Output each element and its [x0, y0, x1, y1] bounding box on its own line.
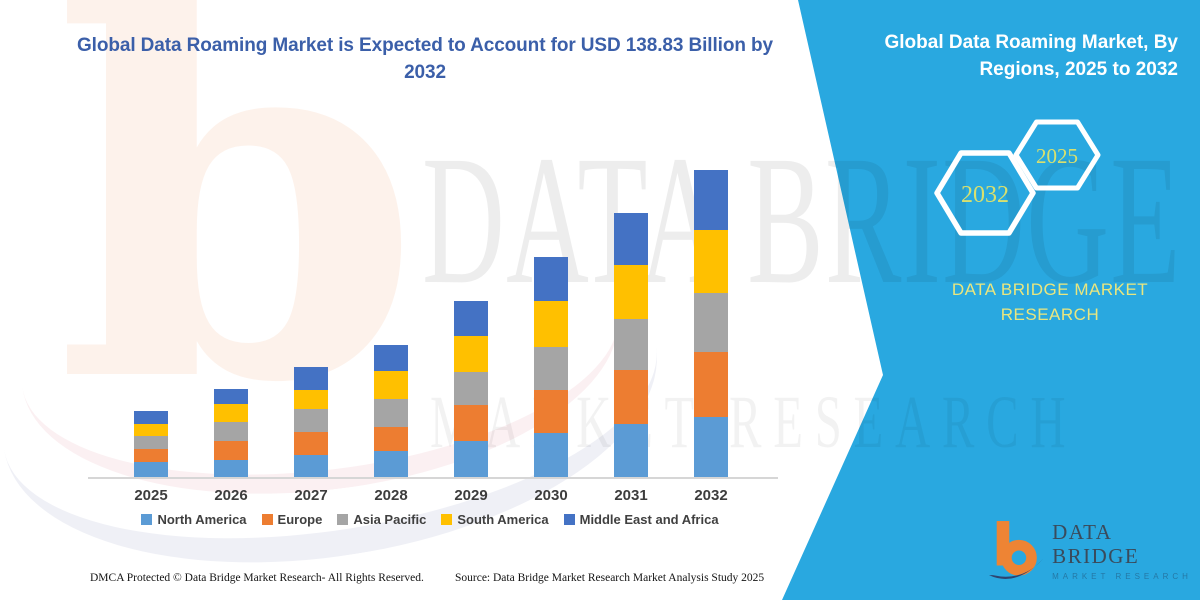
- segment-south-america: [214, 404, 248, 423]
- bar-2032: [694, 169, 728, 477]
- segment-south-america: [694, 230, 728, 294]
- segment-south-america: [294, 390, 328, 410]
- segment-europe: [614, 370, 648, 425]
- segment-south-america: [534, 300, 568, 347]
- logo-b-bowl: [1001, 539, 1037, 576]
- x-axis-label: 2029: [454, 487, 488, 504]
- legend-item: Europe: [261, 512, 323, 527]
- legend-swatch: [141, 514, 153, 525]
- dmca-notice: DMCA Protected © Data Bridge Market Rese…: [90, 572, 424, 584]
- legend-label: South America: [457, 512, 549, 527]
- legend-swatch: [261, 514, 273, 525]
- segment-europe: [134, 448, 168, 462]
- x-axis-label: 2026: [214, 487, 248, 504]
- segment-middle-east-and-africa: [374, 345, 408, 372]
- segment-middle-east-and-africa: [614, 213, 648, 266]
- x-axis-labels: 2025 2026 2027 2028 2029 2030 2031 2032: [90, 487, 780, 507]
- segment-asia-pacific: [374, 398, 408, 427]
- segment-middle-east-and-africa: [134, 411, 168, 424]
- logo-mark-icon: [988, 521, 1044, 579]
- segment-north-america: [214, 460, 248, 477]
- segment-middle-east-and-africa: [454, 300, 488, 337]
- logo-swoosh: [988, 558, 1044, 579]
- x-axis-label: 2032: [694, 487, 728, 504]
- bar-2027: [294, 367, 328, 477]
- segment-north-america: [134, 461, 168, 477]
- legend-swatch: [441, 514, 453, 525]
- segment-europe: [534, 389, 568, 433]
- legend-swatch: [337, 514, 349, 525]
- company-logo: DATA BRIDGE MARKET RESEARCH: [988, 517, 1200, 585]
- side-panel-heading: Global Data Roaming Market, By Regions, …: [884, 32, 1178, 80]
- logo-subtitle: MARKET RESEARCH: [1052, 571, 1192, 581]
- segment-south-america: [614, 265, 648, 319]
- segment-north-america: [294, 455, 328, 477]
- hexagon-2032-label: 2032: [961, 182, 1009, 208]
- legend-label: North America: [157, 512, 247, 527]
- legend-item: South America: [441, 512, 549, 527]
- segment-asia-pacific: [134, 436, 168, 449]
- legend-label: Asia Pacific: [353, 512, 427, 527]
- segment-north-america: [534, 432, 568, 477]
- legend-item: Asia Pacific: [337, 512, 426, 527]
- segment-middle-east-and-africa: [214, 389, 248, 405]
- logo-name: DATA BRIDGE: [1052, 520, 1140, 568]
- segment-south-america: [374, 371, 408, 399]
- legend-swatch: [563, 514, 575, 525]
- bar-2025: [134, 411, 168, 477]
- panel-brand-line1: DATA BRIDGE MARKET: [951, 280, 1149, 299]
- segment-europe: [374, 426, 408, 452]
- logo-text: DATA BRIDGE MARKET RESEARCH: [1052, 520, 1200, 581]
- x-axis-label: 2031: [614, 487, 648, 504]
- legend-item: Middle East and Africa: [563, 512, 719, 527]
- segment-north-america: [614, 424, 648, 477]
- segment-asia-pacific: [614, 318, 648, 371]
- bar-2030: [534, 257, 568, 477]
- segment-europe: [694, 352, 728, 417]
- segment-asia-pacific: [294, 409, 328, 433]
- segment-middle-east-and-africa: [694, 169, 728, 231]
- page-title: Global Data Roaming Market is Expected t…: [76, 35, 773, 83]
- bar-2029: [454, 300, 488, 477]
- chart-legend: North America Europe Asia Pacific South Ame…: [80, 512, 780, 527]
- legend-label: Middle East and Africa: [579, 512, 719, 527]
- x-axis-label: 2028: [374, 487, 408, 504]
- legend-label: Europe: [277, 512, 323, 527]
- segment-asia-pacific: [214, 422, 248, 441]
- legend-item: North America: [141, 512, 247, 527]
- segment-south-america: [454, 336, 488, 373]
- segment-north-america: [694, 416, 728, 477]
- segment-south-america: [134, 423, 168, 437]
- bar-2026: [214, 389, 248, 477]
- x-axis-label: 2030: [534, 487, 568, 504]
- panel-brand-line2: RESEARCH: [1000, 304, 1100, 324]
- bar-2031: [614, 213, 648, 477]
- bar-2028: [374, 345, 408, 477]
- hexagon-2032: [934, 150, 1036, 236]
- segment-middle-east-and-africa: [534, 257, 568, 301]
- bar-chart: [90, 160, 780, 477]
- segment-middle-east-and-africa: [294, 367, 328, 391]
- segment-north-america: [454, 441, 488, 477]
- x-axis-label: 2025: [134, 487, 168, 504]
- segment-europe: [214, 440, 248, 461]
- hexagon-2025-label: 2025: [1036, 144, 1078, 168]
- hexagon-year-badges: 2032 2025: [934, 119, 1101, 236]
- panel-brand-text: DATA BRIDGE MARKET RESEARCH: [928, 278, 1172, 327]
- segment-asia-pacific: [534, 346, 568, 390]
- segment-asia-pacific: [454, 372, 488, 405]
- segment-europe: [294, 432, 328, 456]
- hexagon-2025: [1013, 119, 1101, 191]
- x-axis-line: [88, 477, 778, 479]
- segment-europe: [454, 404, 488, 442]
- x-axis-label: 2027: [294, 487, 328, 504]
- source-note: Source: Data Bridge Market Research Mark…: [455, 572, 765, 584]
- segment-asia-pacific: [694, 293, 728, 353]
- segment-north-america: [374, 451, 408, 477]
